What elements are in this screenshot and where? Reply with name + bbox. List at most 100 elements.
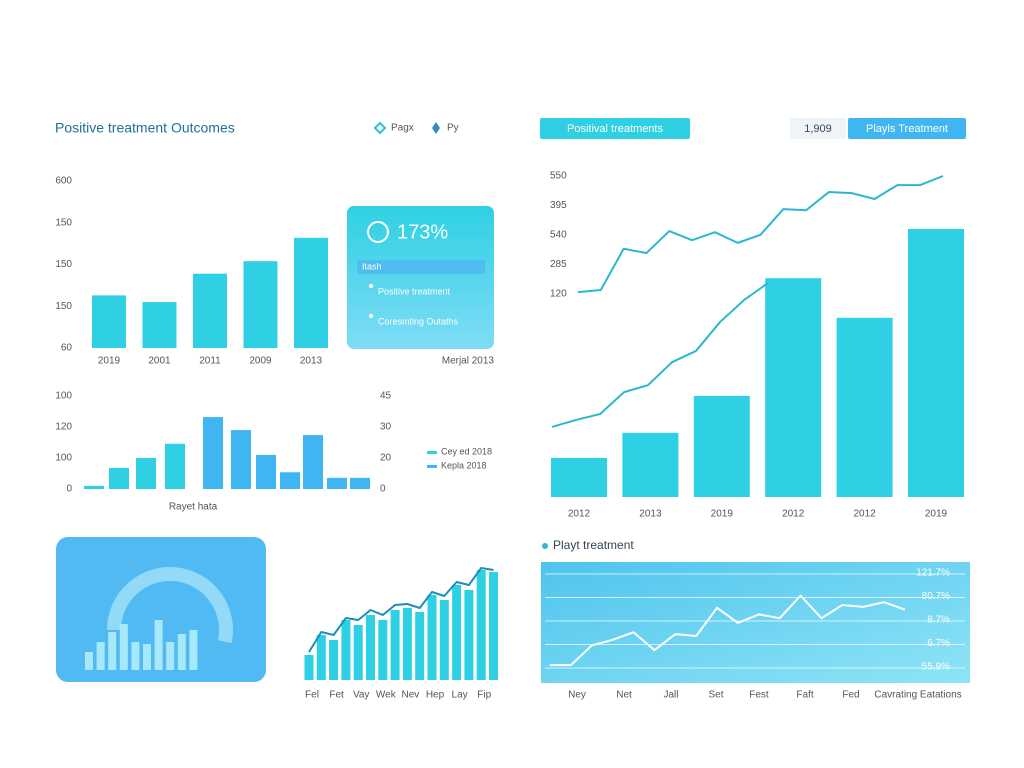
x-tick-label: 2019 <box>711 509 734 520</box>
bar <box>193 273 227 348</box>
button[interactable] <box>848 118 966 139</box>
x-tick-label: Jall <box>663 690 678 701</box>
x-tick-label: 2013 <box>300 356 323 367</box>
bar <box>765 278 822 497</box>
x-tick-label: Fip <box>477 690 491 701</box>
bar <box>622 432 679 497</box>
card-field <box>357 260 485 274</box>
x-tick-label: 2012 <box>568 509 591 520</box>
legend-icon <box>373 121 387 135</box>
badge-label: Positival treatments <box>567 123 663 135</box>
info-card <box>347 206 494 349</box>
x-tick-label: Nev <box>402 690 420 701</box>
annotation: Merjal 2013 <box>442 356 495 367</box>
legend-swatch <box>427 465 437 468</box>
x-tick-label: Net <box>616 690 632 701</box>
x-tick-label: Fet <box>329 690 344 701</box>
y-tick-label: 120 <box>55 422 72 433</box>
bar <box>189 630 198 670</box>
bar <box>836 317 893 497</box>
x-tick-label: 2013 <box>639 509 662 520</box>
card-item: Positive treatment <box>378 286 451 296</box>
bar <box>131 642 140 670</box>
button-label[interactable]: Playls Treatment <box>866 123 948 135</box>
bar <box>427 595 437 680</box>
bar <box>243 261 278 348</box>
y-tick-label: 100 <box>55 453 72 464</box>
y-tick-label: 0 <box>66 484 72 495</box>
bar <box>366 615 375 680</box>
y-tick-label: 8.7% <box>927 615 950 626</box>
bar <box>353 625 363 680</box>
x-tick-label: 2012 <box>782 509 805 520</box>
x-tick-label: 2011 <box>199 356 221 367</box>
y2-tick-label: 0 <box>380 484 386 495</box>
card-value: 173% <box>397 221 448 243</box>
x-tick-label: 2001 <box>148 356 171 367</box>
chart-title: Positive treatment Outcomes <box>55 120 235 136</box>
bar <box>378 620 388 680</box>
title-dot <box>542 543 548 549</box>
x-tick-label: 2019 <box>98 356 121 367</box>
x-tick-label: 2019 <box>925 509 948 520</box>
bar <box>303 435 323 489</box>
bar <box>231 430 251 489</box>
bar <box>476 570 486 680</box>
y-tick-label: 55.9% <box>922 662 950 673</box>
legend-label: Cey ed 2018 <box>441 446 492 456</box>
y2-tick-label: 30 <box>380 422 392 433</box>
y-tick-label: 150 <box>55 217 72 228</box>
card-item: Coresmting Outaths <box>378 316 459 326</box>
bar <box>84 485 104 489</box>
bar <box>280 472 300 489</box>
bar <box>452 585 462 680</box>
x-tick-label: Faft <box>796 690 813 701</box>
x-tick-label: Cavrating Eatations <box>874 690 961 701</box>
count: 1,909 <box>804 123 832 135</box>
x-tick-label: Set <box>708 690 723 701</box>
bar <box>177 634 186 670</box>
x-tick-label: Vay <box>353 690 370 701</box>
bar <box>119 624 128 670</box>
bar <box>142 302 177 348</box>
line <box>550 594 906 667</box>
legend-swatch <box>427 451 437 454</box>
y-tick-label: 150 <box>55 301 72 312</box>
legend-label: Pagx <box>391 123 414 134</box>
bar <box>96 642 105 670</box>
bar <box>136 458 156 489</box>
bar <box>390 610 400 680</box>
bar <box>154 620 163 670</box>
line <box>577 175 944 294</box>
bar <box>350 477 370 489</box>
x-tick-label: Wek <box>376 690 397 701</box>
bar <box>327 477 347 489</box>
bar <box>92 295 126 348</box>
y-tick-label: 540 <box>550 229 567 240</box>
y-tick-label: 150 <box>55 259 72 270</box>
bar <box>85 652 93 670</box>
line-panel <box>541 562 970 683</box>
bar <box>108 632 117 670</box>
legend-label: Py <box>447 123 459 134</box>
bar <box>256 454 276 489</box>
bar <box>341 620 351 680</box>
line <box>308 567 494 653</box>
legend-icon <box>432 122 440 134</box>
y-tick-label: 120 <box>550 288 567 299</box>
bar <box>439 600 449 680</box>
bar <box>294 237 328 348</box>
y2-tick-label: 20 <box>380 453 392 464</box>
bar <box>165 443 185 489</box>
bullet <box>369 314 373 318</box>
y-tick-label: 550 <box>550 171 567 182</box>
badge <box>540 118 690 139</box>
x-tick-label: Lay <box>452 690 468 701</box>
bar <box>551 457 607 497</box>
bar <box>203 417 223 489</box>
y-tick-label: 600 <box>55 176 72 187</box>
x-tick-label: Fel <box>305 690 319 701</box>
bar <box>415 612 425 680</box>
bar <box>693 395 750 497</box>
